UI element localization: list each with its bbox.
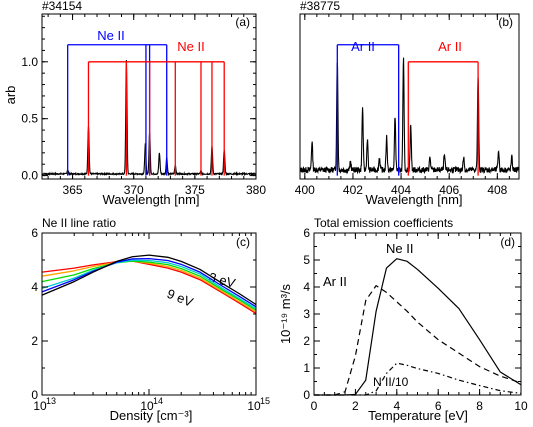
panel-a-ytick-label: 1.0 [21,55,38,69]
panel-a-xtick-label: 370 [124,183,144,197]
panel-b-xtick-label: 402 [343,183,363,197]
panel-c-ytick-label: 4 [31,280,38,294]
panel-c-title: Ne II line ratio [42,216,116,230]
panel-a-blue-group-label: Ne II [97,28,124,43]
panel-a-panel-label: (a) [235,15,250,29]
panel-d-ylabel: 10⁻¹⁹ m³/s [278,283,293,344]
panel-b-xtick-label: 406 [439,183,459,197]
panel-a-ytick-label: 0.5 [21,112,38,126]
panel-d-series-line-dashed [314,285,522,396]
panel-c-ytick-label: 2 [31,334,38,348]
panel-c-series-line [41,259,257,310]
panel-d-xtick-label: 10 [514,399,528,413]
panel-d-ytick-label: 6 [303,226,310,240]
panel-d-title: Total emission coefficients [314,216,453,230]
panel-b-frame [299,13,520,180]
panel-c-xtick-exponent: 13 [46,396,56,406]
panel-c-xlabel: Density [cm⁻³] [110,408,193,423]
panel-a-ylabel: arb [3,86,18,105]
panel-a-xtick-label: 365 [63,183,83,197]
panel-c-frame [41,232,257,396]
panel-b-blue-group-label: Ar II [351,39,375,54]
panel-c-ytick-label: 0 [31,388,38,402]
panel-c-annotation-9ev: 9 eV [165,286,196,310]
panel-c-series-line [41,260,257,315]
panel-c-xtick-exponent: 15 [260,396,270,406]
panel-d-xtick-label: 0 [311,399,318,413]
panel-d-xtick-label: 8 [476,399,483,413]
panel-c-panel-label: (c) [236,235,250,249]
panel-a-xtick-label: 375 [185,183,205,197]
panel-d-ytick-label: 2 [303,334,310,348]
panel-a-xtick-label: 380 [246,183,266,197]
panel-b-xlabel: Wavelength [nm] [365,192,462,207]
panel-c-series-line [41,257,257,308]
panel-a-ytick-label: 0.0 [21,169,38,183]
panel-c: Ne II line ratio Density [cm⁻³] (c) 3 eV… [42,216,250,423]
panel-d-xtick-label: 2 [352,399,359,413]
panel-a-red-group-label: Ne II [177,39,204,54]
panel-d-series-label-ar-ii: Ar II [323,274,347,289]
panel-a-frame [41,13,257,180]
panel-a: #34154 arb Wavelength [nm] (a) Ne II Ne … [3,0,250,207]
panel-c-xtick-label: 10 [140,399,154,413]
panel-d-ytick-label: 4 [303,280,310,294]
panel-a-xlabel: Wavelength [nm] [102,192,199,207]
panel-b-xtick-label: 400 [295,183,315,197]
panel-d-ytick-label: 3 [303,307,310,321]
panel-b-spectrum-line [299,57,520,175]
panel-d-series-label-n-ii: N II/10 [373,375,409,389]
panel-c-xtick-exponent: 14 [153,396,163,406]
panel-d-frame [313,232,522,396]
panel-b: #38775 Wavelength [nm] (b) Ar II Ar II [300,0,513,207]
panel-d-ytick-label: 5 [303,253,310,267]
panel-d-xlabel: Temperature [eV] [368,408,468,423]
panel-d-series-label-ne-ii: Ne II [386,241,413,256]
panel-c-ytick-label: 6 [31,226,38,240]
panel-b-xtick-label: 404 [391,183,411,197]
panel-b-shot-label: #38775 [300,0,340,13]
panel-d-ytick-label: 0 [303,388,310,402]
panel-c-series-line [41,260,257,313]
panel-d-panel-label: (d) [500,235,515,249]
panel-c-xtick-label: 10 [33,399,47,413]
panel-d-xtick-label: 6 [435,399,442,413]
panel-d-xtick-label: 4 [393,399,400,413]
panel-b-red-group-label: Ar II [438,39,462,54]
panel-c-series-line [41,254,257,306]
panel-a-shot-label: #34154 [42,0,82,13]
panel-c-xtick-label: 10 [247,399,261,413]
panel-b-panel-label: (b) [498,15,513,29]
panel-d: Total emission coefficients 10⁻¹⁹ m³/s T… [278,216,515,423]
panel-b-xtick-label: 408 [487,183,507,197]
panel-c-series-line [41,260,257,311]
panel-d-ytick-label: 1 [303,361,310,375]
